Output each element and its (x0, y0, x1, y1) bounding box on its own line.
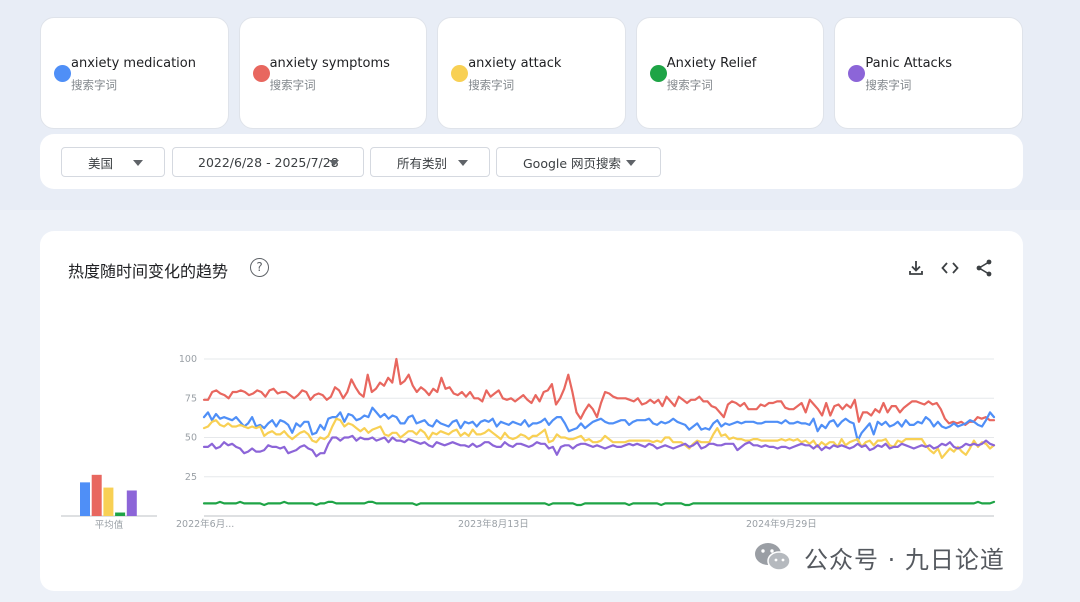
x-tick-label: 2024年9月29日 (746, 518, 817, 530)
term-name: Anxiety Relief (666, 56, 757, 71)
avg-axis-label: 平均值 (95, 519, 124, 531)
series-line (202, 417, 996, 460)
help-circle-icon[interactable]: ? (250, 258, 269, 277)
chevron-down-icon (626, 160, 636, 166)
series-color-dot (54, 65, 71, 82)
term-card[interactable]: anxiety medication 搜索字词 (40, 17, 229, 129)
term-name: anxiety symptoms (269, 56, 390, 71)
y-tick-label: 50 (185, 433, 197, 444)
trend-line-chart: 25 50 75 100 2022年6月... 2023年8月13日 2024年9月29日 (176, 354, 996, 530)
series-color-dot (649, 65, 667, 82)
region-value: 美国 (88, 155, 114, 171)
term-subtitle: 搜索字词 (71, 78, 117, 92)
card-title: 热度随时间变化的趋势 (68, 262, 229, 281)
series-color-dot (252, 65, 270, 82)
avg-bar (103, 487, 114, 516)
series-color-dot (451, 65, 469, 82)
term-card[interactable]: Panic Attacks 搜索字词 (834, 17, 1023, 129)
series-line (202, 406, 996, 442)
term-name: anxiety medication (71, 56, 196, 71)
avg-bar (91, 474, 102, 516)
search-type-value: Google 网页搜索 (523, 155, 622, 171)
series-color-dot (848, 65, 866, 82)
date-range-dropdown[interactable]: 2022/6/28 - 2025/7/28 (172, 147, 364, 177)
y-tick-label: 75 (185, 393, 197, 404)
avg-bar (126, 490, 137, 516)
download-icon[interactable] (906, 258, 926, 278)
series-line (202, 434, 996, 458)
term-subtitle: 搜索字词 (269, 78, 316, 92)
series-line (202, 500, 996, 507)
avg-bar (80, 482, 90, 516)
term-subtitle: 搜索字词 (865, 78, 912, 92)
region-dropdown[interactable]: 美国 (61, 147, 165, 177)
share-icon[interactable] (974, 258, 994, 278)
search-terms: anxiety medication 搜索字词 anxiety symptoms… (40, 17, 1023, 129)
filter-bar: 美国 2022/6/28 - 2025/7/28 所有类别 Google 网页搜… (40, 134, 1023, 189)
wechat-icon (755, 543, 791, 571)
y-tick-label: 25 (185, 472, 197, 483)
term-card[interactable]: anxiety symptoms 搜索字词 (238, 17, 428, 129)
y-tick-label: 100 (179, 354, 197, 365)
term-name: Panic Attacks (865, 56, 953, 71)
term-card[interactable]: anxiety attack 搜索字词 (437, 17, 626, 129)
term-subtitle: 搜索字词 (666, 78, 713, 92)
search-type-dropdown[interactable]: Google 网页搜索 (496, 147, 661, 177)
category-value: 所有类别 (397, 155, 448, 171)
series-line (202, 357, 996, 427)
x-tick-label: 2022年6月... (176, 518, 234, 530)
interest-over-time-card: 热度随时间变化的趋势 ? (40, 231, 1023, 591)
chevron-down-icon (133, 160, 143, 166)
chevron-down-icon (458, 160, 468, 166)
watermark: 公众号 · 九日论道 (752, 537, 1052, 577)
term-card[interactable]: Anxiety Relief 搜索字词 (635, 17, 825, 129)
avg-bar (115, 512, 126, 516)
average-bar-chart: 平均值 (61, 474, 157, 531)
chevron-down-icon (329, 160, 339, 166)
category-dropdown[interactable]: 所有类别 (370, 147, 490, 177)
term-name: anxiety attack (468, 56, 562, 71)
x-tick-label: 2023年8月13日 (458, 518, 529, 530)
code-icon[interactable] (940, 258, 960, 278)
term-subtitle: 搜索字词 (468, 78, 515, 92)
date-range-value: 2022/6/28 - 2025/7/28 (198, 154, 339, 170)
watermark-text: 公众号 · 九日论道 (804, 545, 1005, 574)
